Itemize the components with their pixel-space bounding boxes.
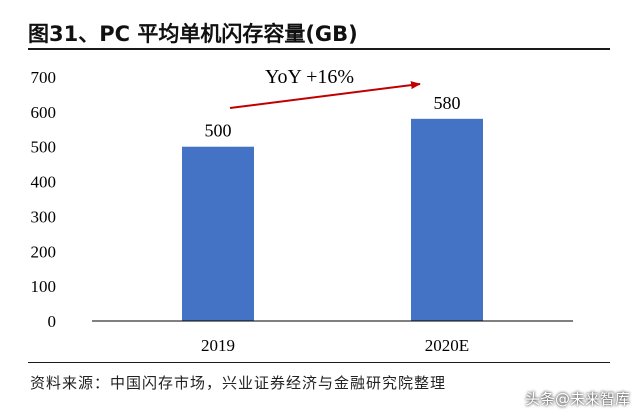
- title-divider: [28, 48, 610, 50]
- yoy-annotation: YoY +16%: [265, 66, 354, 88]
- y-tick-label: 200: [31, 242, 57, 261]
- y-tick-label: 700: [31, 68, 57, 87]
- x-category-label: 2019: [201, 336, 235, 355]
- bar-2020E: [411, 118, 483, 321]
- y-tick-label: 300: [31, 207, 57, 226]
- bar-2019: [182, 146, 254, 321]
- source-divider: [28, 362, 610, 363]
- y-tick-label: 100: [31, 277, 57, 296]
- y-tick-label: 400: [31, 173, 57, 192]
- y-tick-label: 500: [31, 138, 57, 157]
- data-label: 580: [434, 93, 461, 113]
- chart-title: 图31、PC 平均单机闪存容量(GB): [28, 22, 358, 46]
- y-tick-label: 600: [31, 103, 57, 122]
- y-tick-label: 0: [48, 312, 57, 331]
- x-category-label: 2020E: [425, 336, 469, 355]
- yoy-arrow: [229, 81, 421, 109]
- data-label: 500: [205, 121, 232, 141]
- watermark: 头条@未来智库: [524, 390, 630, 408]
- source-note: 资料来源：中国闪存市场，兴业证券经济与金融研究院整理: [30, 374, 447, 392]
